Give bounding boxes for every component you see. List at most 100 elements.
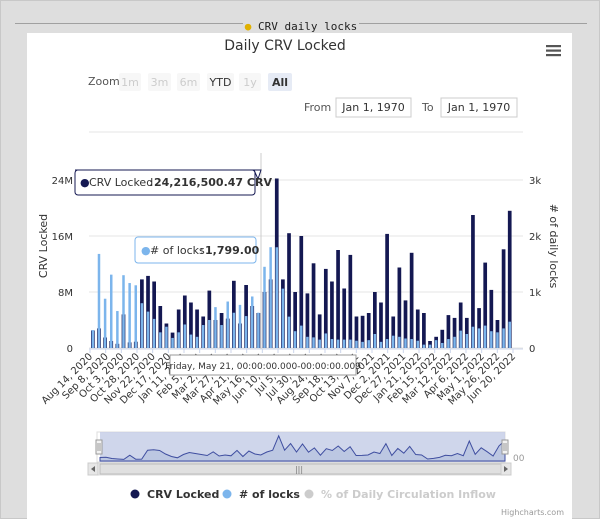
bar-number-of-locks[interactable] (177, 332, 180, 348)
navigator-handle-right[interactable] (502, 440, 508, 454)
legend-item-crv-locked[interactable]: CRV Locked (131, 488, 220, 501)
bar-number-of-locks[interactable] (202, 325, 205, 348)
bar-number-of-locks[interactable] (374, 334, 377, 348)
bar-number-of-locks[interactable] (153, 319, 156, 348)
bar-number-of-locks[interactable] (288, 317, 291, 348)
bar-number-of-locks[interactable] (447, 339, 450, 348)
bar-number-of-locks[interactable] (171, 338, 174, 348)
bar-number-of-locks[interactable] (331, 339, 334, 348)
bar-number-of-locks[interactable] (459, 331, 462, 348)
bar-crv-locked[interactable] (379, 303, 383, 349)
bar-number-of-locks[interactable] (257, 313, 260, 348)
bar-number-of-locks[interactable] (318, 340, 321, 348)
bar-number-of-locks[interactable] (98, 254, 101, 348)
zoom-button-1m[interactable]: 1m (119, 73, 141, 91)
zoom-button-1y[interactable]: 1y (239, 73, 261, 91)
bar-number-of-locks[interactable] (251, 296, 254, 348)
bar-number-of-locks[interactable] (306, 337, 309, 348)
bar-number-of-locks[interactable] (404, 338, 407, 348)
bar-crv-locked[interactable] (330, 282, 334, 349)
bar-number-of-locks[interactable] (392, 336, 395, 348)
bar-number-of-locks[interactable] (269, 247, 272, 348)
bar-number-of-locks[interactable] (184, 324, 187, 348)
bar-number-of-locks[interactable] (239, 305, 242, 348)
bar-number-of-locks[interactable] (245, 316, 248, 348)
bar-crv-locked[interactable] (348, 255, 352, 348)
bar-number-of-locks[interactable] (208, 320, 211, 348)
bar-number-of-locks[interactable] (472, 327, 475, 348)
export-menu-button[interactable] (541, 39, 563, 59)
bar-number-of-locks[interactable] (435, 340, 438, 348)
bar-number-of-locks[interactable] (141, 303, 144, 348)
bar-number-of-locks[interactable] (294, 331, 297, 348)
tooltip-locks-colon: : (200, 244, 204, 257)
to-date-input[interactable]: Jan 1, 1970 (441, 98, 517, 117)
bar-number-of-locks[interactable] (263, 267, 266, 348)
navigator[interactable]: 00 (96, 432, 525, 464)
bar-number-of-locks[interactable] (361, 342, 364, 348)
bar-number-of-locks[interactable] (496, 332, 499, 348)
zoom-button-ytd[interactable]: YTD (207, 73, 234, 91)
bar-number-of-locks[interactable] (190, 335, 193, 348)
to-label: To (421, 101, 434, 114)
bar-number-of-locks[interactable] (484, 326, 487, 348)
bar-number-of-locks[interactable] (233, 313, 236, 348)
bar-number-of-locks[interactable] (386, 339, 389, 348)
bar-number-of-locks[interactable] (122, 275, 125, 348)
bar-crv-locked[interactable] (385, 234, 389, 348)
bar-number-of-locks[interactable] (410, 339, 413, 348)
scrollbar[interactable]: ||| (88, 463, 511, 475)
bar-number-of-locks[interactable] (441, 343, 444, 348)
bar-number-of-locks[interactable] (300, 326, 303, 348)
bar-number-of-locks[interactable] (349, 340, 352, 348)
bar-crv-locked[interactable] (336, 250, 340, 348)
bar-number-of-locks[interactable] (196, 337, 199, 348)
bar-number-of-locks[interactable] (398, 337, 401, 348)
bar-number-of-locks[interactable] (380, 342, 383, 348)
bar-crv-locked[interactable] (312, 263, 316, 348)
bar-number-of-locks[interactable] (92, 330, 95, 348)
bar-number-of-locks[interactable] (502, 328, 505, 348)
from-date-value: Jan 1, 1970 (341, 101, 404, 114)
bar-number-of-locks[interactable] (417, 341, 420, 348)
bar-number-of-locks[interactable] (423, 345, 426, 348)
bar-number-of-locks[interactable] (128, 283, 131, 348)
bar-crv-locked[interactable] (410, 253, 414, 348)
bar-number-of-locks[interactable] (312, 337, 315, 348)
zoom-button-6m[interactable]: 6m (177, 73, 200, 91)
bar-number-of-locks[interactable] (367, 340, 370, 348)
bar-number-of-locks[interactable] (490, 331, 493, 348)
bar-number-of-locks[interactable] (226, 302, 229, 348)
bar-number-of-locks[interactable] (135, 285, 138, 348)
bar-number-of-locks[interactable] (110, 275, 113, 348)
navigator-handle-left[interactable] (96, 440, 102, 454)
y2-tick-label: 0 (529, 344, 535, 355)
bar-number-of-locks[interactable] (466, 334, 469, 348)
bar-number-of-locks[interactable] (282, 289, 285, 348)
bar-crv-locked[interactable] (398, 268, 402, 349)
credits-link[interactable]: Highcharts.com (501, 508, 564, 517)
bar-number-of-locks[interactable] (214, 307, 217, 348)
bar-number-of-locks[interactable] (325, 333, 328, 348)
bar-crv-locked[interactable] (422, 313, 426, 348)
bar-number-of-locks[interactable] (453, 337, 456, 348)
bar-number-of-locks[interactable] (276, 247, 279, 348)
bar-number-of-locks[interactable] (104, 299, 107, 348)
bar-crv-locked[interactable] (342, 289, 346, 349)
legend-item-circulation-inflow[interactable]: % of Daily Circulation Inflow (305, 488, 496, 501)
bar-number-of-locks[interactable] (159, 332, 162, 348)
bar-number-of-locks[interactable] (147, 312, 150, 348)
bar-number-of-locks[interactable] (343, 340, 346, 348)
zoom-button-all[interactable]: All (268, 73, 292, 91)
from-date-input[interactable]: Jan 1, 1970 (336, 98, 411, 117)
bar-number-of-locks[interactable] (508, 322, 511, 348)
bar-number-of-locks[interactable] (355, 341, 358, 348)
bar-number-of-locks[interactable] (429, 345, 432, 348)
zoom-button-3m[interactable]: 3m (148, 73, 171, 91)
bar-number-of-locks[interactable] (220, 325, 223, 348)
bar-number-of-locks[interactable] (337, 340, 340, 348)
bar-number-of-locks[interactable] (478, 328, 481, 348)
bar-number-of-locks[interactable] (165, 327, 168, 348)
legend-item-locks[interactable]: # of locks (223, 488, 301, 501)
bar-number-of-locks[interactable] (116, 311, 119, 348)
